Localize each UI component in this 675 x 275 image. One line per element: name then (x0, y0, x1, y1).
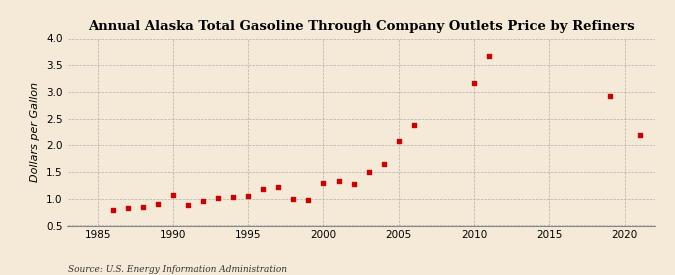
Point (153, 201, 163, 206)
Point (318, 181, 329, 185)
Point (363, 170, 374, 174)
Point (243, 193, 254, 198)
Point (258, 187, 269, 191)
Point (348, 182, 359, 186)
Point (634, 133, 645, 138)
Point (182, 203, 193, 207)
Point (138, 205, 148, 209)
Title: Annual Alaska Total Gasoline Through Company Outlets Price by Refiners: Annual Alaska Total Gasoline Through Com… (88, 20, 634, 33)
Point (303, 198, 314, 203)
Text: Source: U.S. Energy Information Administration: Source: U.S. Energy Information Administ… (68, 265, 286, 274)
Point (198, 199, 209, 204)
Point (122, 206, 133, 211)
Point (227, 194, 238, 199)
Point (213, 196, 223, 200)
Point (273, 185, 284, 189)
Point (333, 178, 344, 183)
Point (167, 193, 178, 197)
Point (484, 54, 495, 58)
Point (394, 139, 404, 143)
Point (288, 197, 299, 201)
Y-axis label: Dollars per Gallon: Dollars per Gallon (30, 82, 40, 182)
Point (604, 94, 615, 98)
Point (107, 208, 118, 212)
Point (378, 162, 389, 166)
Point (408, 123, 419, 127)
Point (468, 81, 479, 85)
